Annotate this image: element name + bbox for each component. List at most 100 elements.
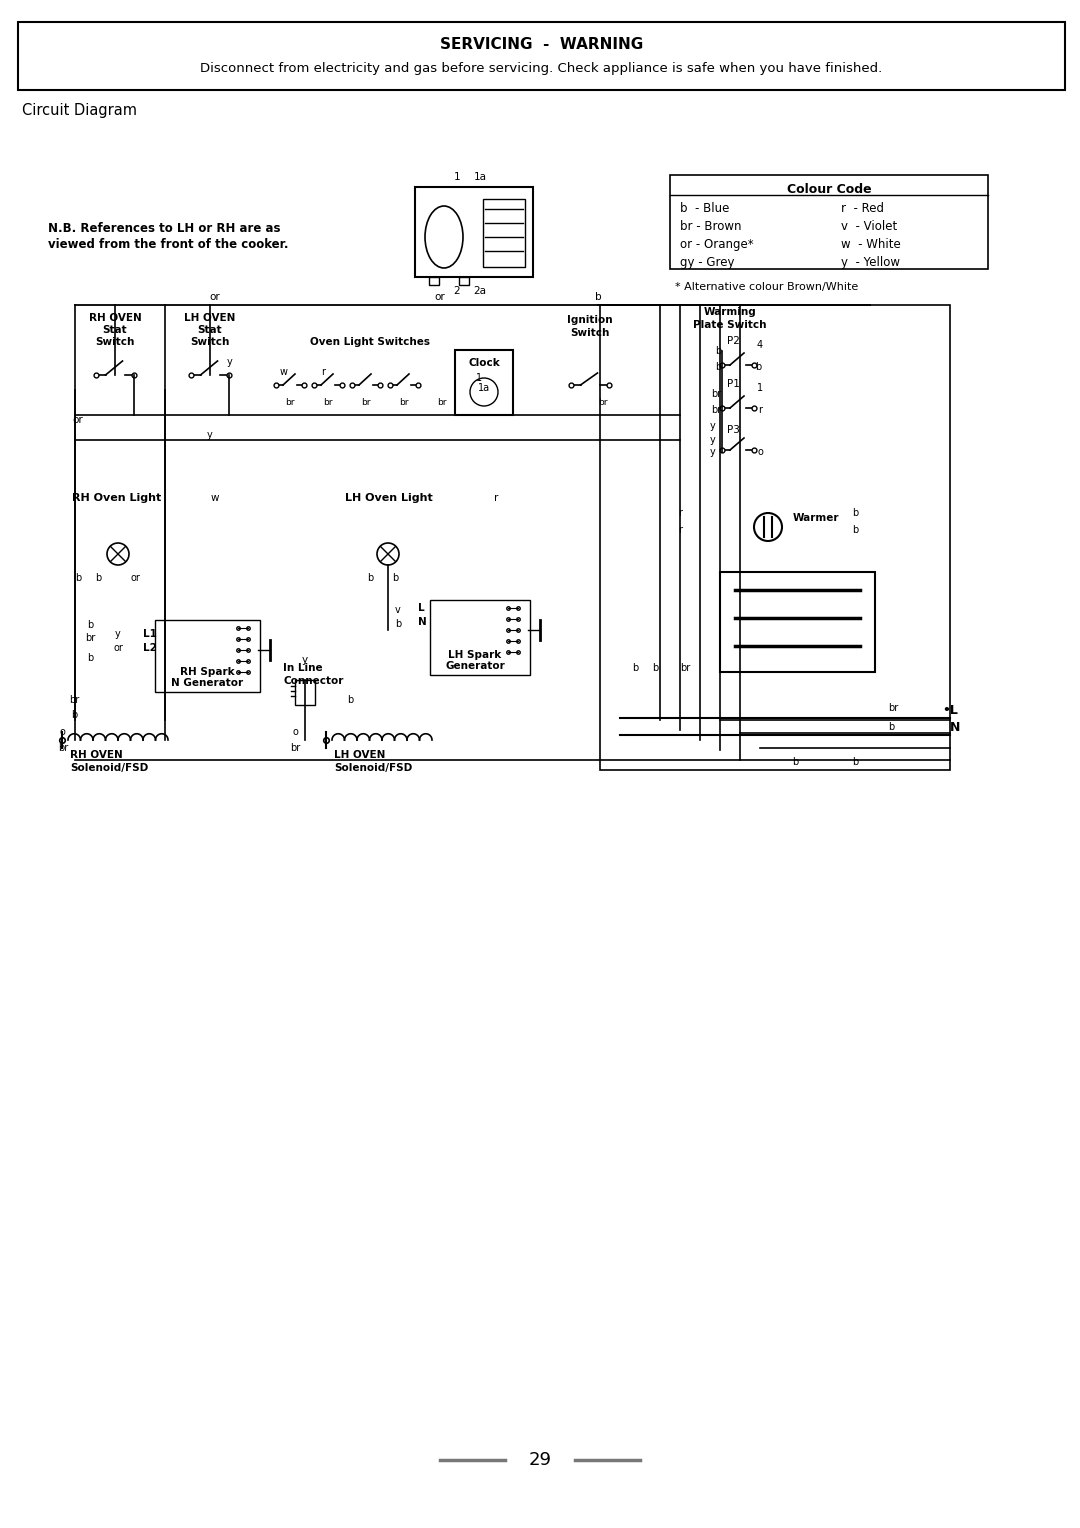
Text: Stat: Stat — [103, 325, 127, 335]
Text: b: b — [95, 573, 102, 584]
Text: P3: P3 — [727, 425, 740, 435]
Text: y: y — [302, 656, 308, 665]
Text: b: b — [347, 695, 353, 704]
Text: or: or — [210, 292, 220, 303]
Bar — [156, 620, 260, 692]
Text: Circuit Diagram: Circuit Diagram — [22, 102, 137, 118]
Text: r: r — [321, 367, 325, 377]
Text: b: b — [755, 362, 761, 371]
Bar — [429, 277, 438, 286]
Text: gy - Grey: gy - Grey — [680, 255, 734, 269]
Text: 2a: 2a — [473, 286, 486, 296]
Text: br: br — [323, 397, 333, 406]
Ellipse shape — [426, 206, 463, 267]
Text: 2: 2 — [454, 286, 460, 296]
Text: In Line: In Line — [283, 663, 323, 672]
Text: y: y — [116, 630, 121, 639]
Text: b: b — [715, 345, 721, 356]
Text: b: b — [852, 507, 859, 518]
Bar — [295, 680, 315, 704]
Circle shape — [470, 377, 498, 406]
Bar — [430, 601, 530, 675]
Text: LH OVEN: LH OVEN — [334, 750, 386, 759]
Circle shape — [377, 542, 399, 565]
Text: Switch: Switch — [570, 329, 610, 338]
Bar — [720, 571, 875, 672]
Text: r: r — [494, 494, 498, 503]
Text: b: b — [792, 756, 798, 767]
Text: b: b — [392, 573, 399, 584]
Text: Warmer: Warmer — [793, 513, 839, 523]
Text: r: r — [678, 507, 681, 518]
Text: RH OVEN: RH OVEN — [70, 750, 123, 759]
Text: or: or — [434, 292, 445, 303]
Text: b  - Blue: b - Blue — [680, 202, 729, 214]
Text: 4: 4 — [757, 341, 764, 350]
Circle shape — [754, 513, 782, 541]
Text: LH OVEN: LH OVEN — [185, 313, 235, 322]
Text: Solenoid/FSD: Solenoid/FSD — [334, 762, 413, 773]
Text: N Generator: N Generator — [172, 678, 244, 688]
Text: v: v — [395, 605, 401, 614]
Bar — [459, 277, 469, 286]
Text: Ignition: Ignition — [567, 315, 612, 325]
Circle shape — [107, 542, 129, 565]
Text: Switch: Switch — [190, 338, 230, 347]
Text: N: N — [950, 721, 960, 733]
Text: br: br — [400, 397, 408, 406]
Text: 1a: 1a — [478, 384, 490, 393]
Text: Clock: Clock — [468, 358, 500, 368]
Text: b: b — [395, 619, 401, 630]
Text: w  - White: w - White — [841, 237, 901, 251]
Text: * Alternative colour Brown/White: * Alternative colour Brown/White — [675, 283, 859, 292]
Text: LH Spark: LH Spark — [448, 649, 501, 660]
Text: y  - Yellow: y - Yellow — [841, 255, 900, 269]
Text: r: r — [758, 405, 762, 416]
Bar — [670, 176, 988, 269]
Text: Colour Code: Colour Code — [786, 182, 872, 196]
Text: y: y — [711, 448, 716, 457]
Text: or: or — [130, 573, 140, 584]
Text: 1a: 1a — [473, 173, 486, 182]
Text: Warming: Warming — [704, 307, 756, 316]
Text: br: br — [598, 397, 608, 406]
Text: b: b — [852, 756, 859, 767]
Text: b: b — [852, 526, 859, 535]
Text: br: br — [58, 743, 68, 753]
Text: RH Spark: RH Spark — [180, 668, 234, 677]
Text: y: y — [711, 435, 716, 445]
Text: o: o — [59, 727, 65, 736]
Text: b: b — [71, 711, 77, 720]
Text: b: b — [86, 620, 93, 630]
Text: br: br — [291, 743, 300, 753]
Text: b: b — [75, 573, 81, 584]
Text: r: r — [678, 526, 681, 535]
Text: o: o — [757, 448, 762, 457]
Text: •L: •L — [942, 703, 958, 717]
Text: b: b — [888, 723, 894, 732]
Text: or - Orange*: or - Orange* — [680, 237, 754, 251]
Text: 1: 1 — [476, 373, 482, 384]
Bar — [600, 306, 950, 770]
Text: Oven Light Switches: Oven Light Switches — [310, 338, 430, 347]
Text: o: o — [292, 727, 298, 736]
Text: br: br — [437, 397, 447, 406]
Text: y: y — [711, 422, 716, 431]
Text: b: b — [652, 663, 658, 672]
Text: b: b — [715, 362, 721, 371]
Text: br: br — [285, 397, 295, 406]
Text: b: b — [86, 652, 93, 663]
Text: v  - Violet: v - Violet — [841, 220, 897, 232]
Text: N: N — [418, 617, 427, 626]
Bar — [18, 21, 1065, 90]
Text: b: b — [367, 573, 373, 584]
Text: br: br — [361, 397, 370, 406]
Text: Stat: Stat — [198, 325, 222, 335]
Text: Disconnect from electricity and gas before servicing. Check appliance is safe wh: Disconnect from electricity and gas befo… — [201, 61, 882, 75]
Text: N.B. References to LH or RH are as: N.B. References to LH or RH are as — [48, 222, 281, 234]
Text: 1: 1 — [757, 384, 764, 393]
Text: y: y — [207, 429, 213, 440]
Text: or: or — [113, 643, 123, 652]
Bar — [455, 350, 513, 416]
Text: SERVICING  -  WARNING: SERVICING - WARNING — [440, 37, 643, 52]
